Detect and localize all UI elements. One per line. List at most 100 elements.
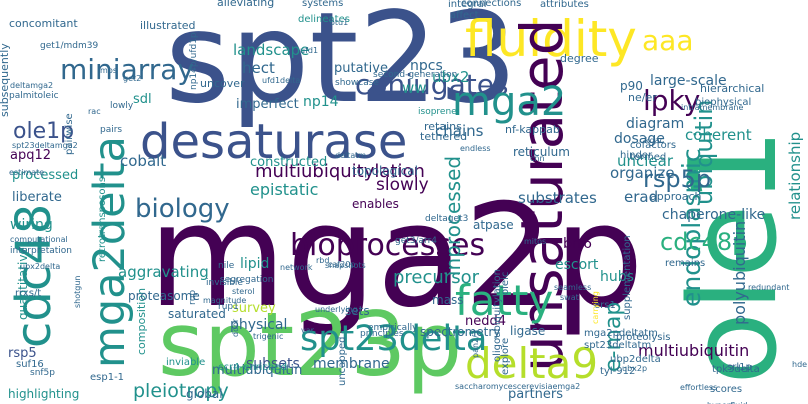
cloud-word-precursor: precursor bbox=[393, 267, 480, 288]
cloud-word-mga2delta: mga2delta bbox=[85, 136, 135, 368]
cloud-word-scores: scores bbox=[710, 384, 742, 395]
cloud-word-hierarchical: hierarchical bbox=[700, 82, 764, 95]
cloud-word-rac: rac bbox=[88, 107, 101, 116]
cloud-word-subsequently: subsequently bbox=[0, 43, 11, 117]
cloud-word-connections: connections bbox=[461, 0, 521, 9]
cloud-word-saturated: saturated bbox=[168, 307, 226, 321]
cloud-word-delineates: delineates bbox=[298, 14, 350, 25]
cloud-word-sets: sets bbox=[345, 304, 370, 318]
cloud-word-attributes: attributes bbox=[540, 0, 589, 10]
cloud-word-lipid: lipid bbox=[240, 256, 269, 272]
cloud-word-topological: topological bbox=[352, 164, 418, 178]
cloud-word-door: door bbox=[231, 318, 240, 337]
cloud-word-ufd1delta: ufd1delta bbox=[262, 76, 300, 85]
cloud-word-concomitant: concomitant bbox=[9, 17, 78, 30]
cloud-word-e-map: e-map bbox=[601, 302, 626, 372]
cloud-word-apq12: apq12 bbox=[10, 148, 51, 163]
cloud-word-diagram: diagram bbox=[626, 116, 684, 132]
cloud-word-get1-mdm39: get1/mdm39 bbox=[40, 41, 99, 51]
cloud-word-np14: np14 bbox=[303, 94, 339, 110]
cloud-word-ubx2: ubx2 bbox=[432, 68, 469, 86]
cloud-word-atpase: atpase bbox=[473, 218, 514, 232]
cloud-word-second-generation: second-generation bbox=[373, 70, 457, 80]
cloud-word-partners: partners bbox=[508, 387, 563, 402]
cloud-word-supplementation: supplementation bbox=[622, 235, 633, 320]
cloud-word-epistatic: epistatic bbox=[250, 180, 318, 199]
cloud-word-putative: putative bbox=[334, 61, 388, 76]
cloud-word-mga2p: mga2p bbox=[148, 174, 644, 339]
cloud-word-approach: approach bbox=[650, 190, 702, 203]
cloud-word-dosage: dosage bbox=[614, 131, 665, 147]
cloud-word-tyl-912: tyl-912 bbox=[600, 366, 635, 377]
cloud-word-otu1: otu1 bbox=[330, 18, 348, 27]
cloud-word-endoplasmic: endoplasmic bbox=[677, 148, 706, 307]
cloud-word-tpk3delta: tpk3delta bbox=[712, 364, 760, 375]
cloud-word-tethered: tethered bbox=[420, 130, 467, 143]
cloud-word-interpretation: interpretation bbox=[10, 246, 72, 256]
cloud-word-mps: mps bbox=[100, 66, 117, 75]
cloud-word-erad: erad bbox=[624, 188, 658, 206]
cloud-word-swat: swat bbox=[560, 293, 579, 302]
cloud-word-integral: integral bbox=[448, 0, 487, 10]
cloud-word-aggravating: aggravating bbox=[118, 263, 209, 281]
cloud-word-bioprocesses: bioprocesses bbox=[290, 228, 485, 263]
cloud-word-pairs: pairs bbox=[100, 125, 122, 135]
cloud-word-multiubiquitylation: multiubiquitylation bbox=[255, 161, 425, 182]
cloud-word-uncapped: uncapped bbox=[337, 337, 348, 387]
cloud-word-rrxs-t: rrxs/t bbox=[15, 288, 41, 299]
cloud-word-ers1: ers1 bbox=[594, 300, 616, 311]
cloud-word-mitos: mitos bbox=[524, 237, 546, 246]
cloud-word-cdc48p: cdc48p bbox=[660, 228, 747, 256]
cloud-word-nf-kappab: nf-kappab bbox=[505, 123, 560, 136]
cloud-word-srl1p: srl1p bbox=[727, 362, 752, 373]
cloud-word-rsp5p: rsp5p bbox=[643, 165, 711, 193]
cloud-word-miniarray: miniarray bbox=[60, 53, 194, 86]
cloud-word-ww: ww bbox=[402, 79, 427, 97]
cloud-word-isoprene: isoprene bbox=[418, 107, 457, 117]
cloud-word-termed: termed bbox=[630, 152, 666, 163]
cloud-word-cofactors: cofactors bbox=[630, 140, 676, 151]
cloud-word-mass: mass bbox=[432, 293, 464, 307]
cloud-word-ubiquitin: ubiquitin bbox=[690, 99, 718, 205]
cloud-word-snf5p: snf5p bbox=[30, 368, 55, 378]
cloud-word-processed: processed bbox=[12, 168, 78, 183]
cloud-word-rbd: rbd bbox=[316, 256, 329, 265]
cloud-word-network: network bbox=[280, 263, 313, 272]
cloud-word-brr6: brr6 bbox=[563, 236, 592, 252]
cloud-word-enables: enables bbox=[352, 197, 399, 211]
cloud-word-hde1: hde1 bbox=[792, 360, 808, 369]
cloud-word-slowly: slowly bbox=[376, 175, 429, 195]
cloud-word-rsp5: rsp5 bbox=[8, 346, 37, 361]
cloud-word-ubx2delta: ubx2delta bbox=[20, 262, 60, 271]
cloud-word-rup1: rup1 bbox=[218, 302, 239, 312]
cloud-word-substrates: substrates bbox=[518, 189, 597, 207]
cloud-word-oligoubiquitylation: oligoubiquitylation bbox=[492, 269, 503, 362]
cloud-word-landscape: landscape bbox=[233, 41, 309, 59]
cloud-word-fatty: fatty bbox=[455, 276, 553, 325]
cloud-word-proteasome: proteasome bbox=[128, 289, 200, 303]
cloud-word-cobalt: cobalt bbox=[120, 152, 166, 170]
cloud-word-subsets: subsets bbox=[246, 356, 300, 372]
cloud-word-snapshots: snapshots bbox=[325, 261, 366, 270]
cloud-word-chains: chains bbox=[435, 122, 484, 140]
cloud-word-highlighting: highlighting bbox=[8, 387, 79, 401]
cloud-word-hinder: hinder bbox=[620, 150, 653, 161]
cloud-word-nile: nile bbox=[218, 261, 235, 271]
cloud-word-spt23deltamga2: spt23deltamga2 bbox=[12, 141, 78, 150]
cloud-word-remains: remains bbox=[665, 258, 705, 269]
cloud-word-ufd1: ufd1 bbox=[300, 46, 318, 55]
cloud-word-kdac: kdac bbox=[645, 136, 664, 145]
cloud-word-degree: degree bbox=[560, 52, 599, 65]
cloud-word-underlying: underlying bbox=[315, 305, 358, 314]
cloud-word-pleiotropy: pleiotropy bbox=[133, 380, 229, 402]
cloud-word-survey: survey bbox=[232, 301, 276, 316]
cloud-word-pairwise: pairwise bbox=[64, 113, 75, 155]
cloud-word-empirically: empirically bbox=[368, 323, 418, 333]
cloud-word-biophysical: biophysical bbox=[695, 97, 751, 108]
cloud-word-aaa: aaa bbox=[642, 24, 693, 57]
cloud-word-inprocessed: inprocessed bbox=[441, 156, 465, 276]
cloud-word-principles: principles bbox=[360, 329, 404, 339]
cloud-word-trigenic: trigenic bbox=[253, 332, 283, 341]
